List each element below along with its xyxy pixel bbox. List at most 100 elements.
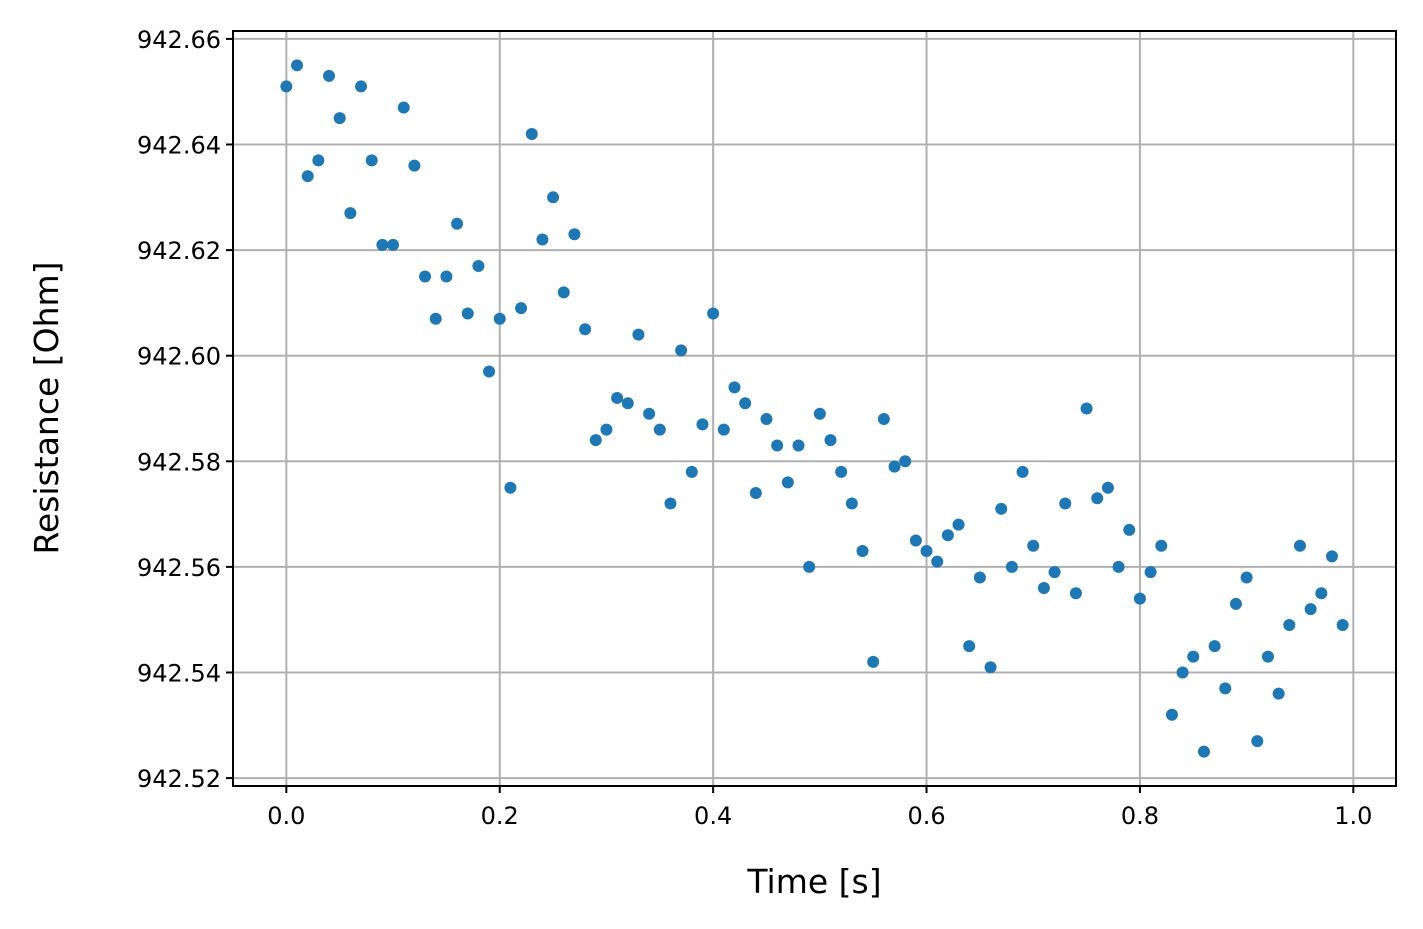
data-point [1315,587,1328,600]
data-point [536,233,549,246]
data-point [824,434,837,447]
data-point [493,312,506,325]
data-point [312,154,325,167]
data-point [504,481,517,494]
y-axis-label: Resistance [Ohm] [27,261,66,554]
data-point [877,413,890,426]
data-point [813,407,826,420]
y-tick-label: 942.64 [137,132,221,160]
data-point [291,59,304,72]
x-axis-label: Time [s] [746,862,881,901]
data-point [653,423,666,436]
x-tick-label: 0.6 [907,802,945,830]
data-point [344,207,357,220]
data-point [899,455,912,468]
data-point [707,307,720,320]
data-point [365,154,378,167]
data-point [1005,560,1018,573]
y-tick-label: 942.58 [137,448,221,476]
data-point [920,545,933,558]
data-point [771,439,784,452]
data-point [621,397,634,410]
x-axis-ticks: 0.0 0.2 0.4 0.6 0.8 1.0 [267,786,1372,830]
data-point [1123,523,1136,536]
data-point [632,328,645,341]
x-tick-label: 0.0 [267,802,305,830]
data-point [600,423,613,436]
y-tick-label: 942.54 [137,659,221,687]
x-tick-label: 0.2 [481,802,519,830]
data-point [1016,465,1029,478]
y-tick-label: 942.60 [137,343,221,371]
data-point [760,413,773,426]
data-point [1133,592,1146,605]
data-point [888,460,901,473]
data-point [1197,745,1210,758]
data-point [739,397,752,410]
data-point [451,217,464,230]
data-point [525,127,538,140]
data-point [1251,735,1264,748]
y-tick-label: 942.52 [137,765,221,793]
plot-frame [232,30,1397,787]
data-point [984,661,997,674]
x-tick-label: 1.0 [1334,802,1372,830]
data-point [333,112,346,125]
data-point [1261,650,1274,663]
data-point [547,191,560,204]
data-point [1219,682,1232,695]
data-point [1155,539,1168,552]
data-point [867,655,880,668]
data-point [1069,587,1082,600]
data-point [675,344,688,357]
data-point [376,238,389,251]
data-point [728,381,741,394]
data-point [579,323,592,336]
data-point [1187,650,1200,663]
grid-lines [233,31,1396,786]
data-point [589,434,602,447]
data-point [419,270,432,283]
data-point [1112,560,1125,573]
data-point [941,529,954,542]
data-point [1336,618,1349,631]
data-point [440,270,453,283]
data-point [1037,582,1050,595]
y-tick-label: 942.62 [137,237,221,265]
data-points [280,59,1349,758]
data-point [909,534,922,547]
data-point [515,302,528,315]
x-tick-label: 0.4 [694,802,732,830]
y-axis-ticks: 942.52 942.54 942.56 942.58 942.60 942.62 942.… [137,26,233,793]
data-point [1176,666,1189,679]
data-point [557,286,570,299]
data-point [749,486,762,499]
data-point [1059,497,1072,510]
data-point [1293,539,1306,552]
data-point [1144,566,1157,579]
data-point [717,423,730,436]
data-point [387,238,400,251]
data-point [1165,708,1178,721]
data-point [1325,550,1338,563]
data-point [792,439,805,452]
data-point [803,560,816,573]
data-point [461,307,474,320]
data-point [952,518,965,531]
data-point [397,101,410,114]
data-point [408,159,421,172]
plot-area [233,31,1396,786]
data-point [1208,640,1221,653]
data-point [1240,571,1253,584]
data-point [429,312,442,325]
data-point [664,497,677,510]
data-point [781,476,794,489]
data-point [1091,492,1104,505]
data-point [845,497,858,510]
data-point [472,259,485,272]
data-point [643,407,656,420]
data-point [483,365,496,378]
data-point [1080,402,1093,415]
data-point [1101,481,1114,494]
